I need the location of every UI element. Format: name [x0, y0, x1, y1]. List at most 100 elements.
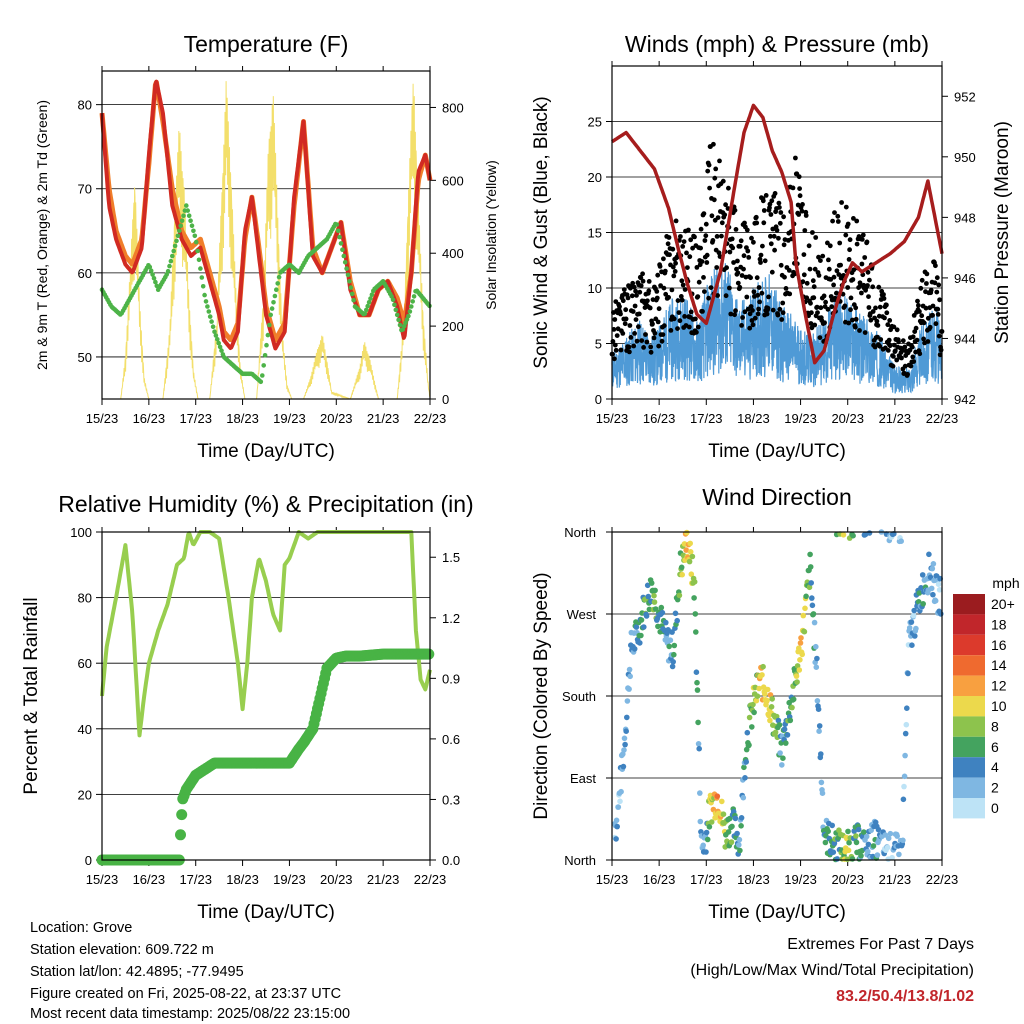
gust-point — [765, 305, 771, 311]
gust-point — [875, 323, 881, 328]
gust-point — [891, 354, 896, 359]
gust-point — [825, 306, 831, 312]
gust-point — [665, 241, 671, 247]
gust-point — [825, 240, 830, 246]
grid-lines — [102, 597, 430, 795]
direction-point — [764, 686, 771, 693]
direction-point — [772, 729, 779, 736]
gust-point — [802, 228, 808, 233]
gust-point — [723, 293, 729, 299]
gust-point — [764, 311, 770, 317]
colorbar-label: 20+ — [991, 596, 1015, 612]
direction-point — [885, 835, 892, 842]
gust-point — [681, 239, 687, 245]
gust-point — [629, 293, 635, 299]
gust-point — [852, 324, 858, 330]
gust-point — [737, 284, 743, 290]
gust-point — [729, 236, 735, 242]
gust-point — [671, 273, 677, 279]
direction-point — [663, 619, 669, 626]
gust-point — [633, 317, 639, 322]
y-tick-label: 80 — [78, 98, 92, 113]
x-axis-label: Time (Day/UTC) — [197, 441, 335, 462]
gust-point — [867, 277, 872, 283]
direction-point — [738, 815, 745, 821]
dewpoint-point — [215, 337, 220, 342]
direction-point — [637, 640, 643, 646]
dewpoint-point — [369, 292, 375, 298]
direction-point — [901, 783, 907, 790]
direction-point — [732, 815, 739, 822]
gust-point — [621, 287, 627, 292]
dewpoint-point — [178, 223, 183, 228]
direction-point — [834, 856, 840, 862]
gust-point — [661, 285, 667, 291]
gust-point — [937, 352, 943, 358]
y-right-tick-label: 0.9 — [442, 671, 460, 686]
gust-point — [631, 284, 637, 290]
dewpoint-point — [195, 248, 200, 254]
direction-point — [900, 837, 906, 844]
dewpoint-point — [267, 322, 272, 328]
gust-point — [853, 305, 859, 311]
gust-point — [727, 249, 733, 255]
direction-point — [798, 635, 804, 641]
direction-point — [694, 687, 701, 693]
gust-point — [655, 272, 661, 278]
gust-point — [923, 305, 929, 311]
gust-point — [816, 273, 822, 278]
direction-point — [803, 593, 809, 600]
dewpoint-point — [168, 258, 174, 264]
gust-point — [917, 309, 922, 314]
gust-point — [936, 333, 942, 339]
gust-point — [726, 185, 731, 191]
direction-point — [641, 624, 647, 630]
gust-point — [814, 304, 820, 310]
direction-point — [780, 755, 786, 761]
direction-point — [704, 836, 711, 843]
gust-point — [732, 312, 737, 318]
dewpoint-point — [351, 297, 356, 303]
gust-point — [834, 290, 839, 296]
dewpoint-point — [342, 260, 348, 265]
gust-point — [894, 327, 900, 333]
dewpoint-point — [345, 272, 351, 278]
dewpoint-point — [217, 344, 223, 350]
gust-point — [678, 294, 684, 299]
gust-point — [733, 227, 739, 232]
gust-point — [919, 313, 925, 319]
direction-point — [764, 697, 770, 704]
gust-point — [756, 306, 761, 312]
direction-point — [756, 685, 762, 692]
gust-point — [881, 296, 887, 301]
gust-point — [639, 338, 645, 343]
gust-point — [866, 294, 871, 299]
gust-point — [719, 233, 724, 239]
gust-point — [934, 289, 940, 295]
gust-point — [672, 269, 678, 274]
direction-point — [910, 612, 917, 619]
x-tick-label: 17/23 — [690, 872, 723, 887]
direction-point — [746, 742, 752, 748]
dewpoint-point — [393, 307, 399, 313]
gust-point — [632, 303, 638, 309]
colorbar-swatch — [953, 757, 985, 778]
gust-point — [818, 305, 824, 311]
y-tick-label: 25 — [588, 115, 602, 130]
gust-point — [730, 245, 736, 251]
gust-point — [808, 300, 813, 306]
gust-point — [758, 260, 763, 265]
gust-point — [896, 339, 901, 345]
direction-point — [868, 827, 874, 834]
y-right-tick-label: 200 — [442, 319, 464, 334]
gust-point — [682, 314, 687, 319]
y-tick-label: 60 — [78, 266, 92, 281]
dewpoint-point — [210, 324, 216, 330]
direction-point — [915, 599, 922, 605]
gust-point — [762, 258, 768, 264]
chart-title: Temperature (F) — [184, 31, 349, 57]
gust-point — [735, 270, 741, 276]
direction-point — [617, 798, 623, 805]
y-right-axis-label: Station Pressure (Maroon) — [992, 121, 1013, 344]
direction-point — [742, 775, 748, 781]
